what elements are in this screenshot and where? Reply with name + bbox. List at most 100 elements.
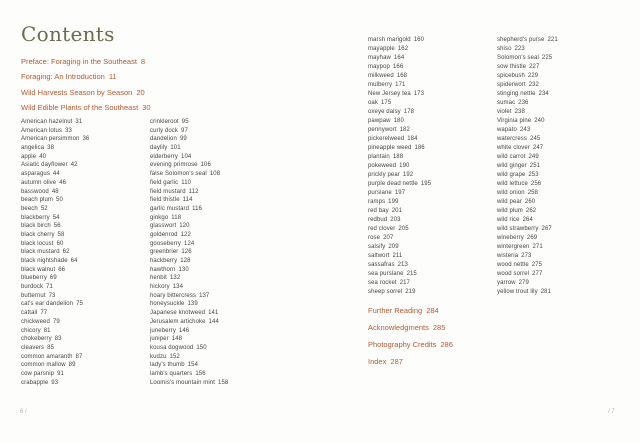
entry-title: hickory — [150, 284, 170, 291]
entry-page-number: 213 — [397, 262, 408, 268]
front-matter-list: Preface: Foraging in the Southeast 8 Fora… — [21, 54, 151, 115]
toc-entry: false Solomon's seal 108 — [150, 170, 280, 179]
entry-page-number: 38 — [47, 145, 55, 152]
toc-entry: New Jersey tea 173 — [368, 90, 498, 99]
toc-entry: hickory 134 — [150, 283, 280, 292]
entry-title: henbit — [150, 275, 167, 282]
toc-entry: oak 175 — [368, 99, 498, 108]
entry-title: dandelion — [150, 136, 177, 143]
entry-title: apple — [21, 153, 37, 160]
toc-column-3: marsh marigold 160 mayapple 162 mayhaw 164 … — [368, 36, 498, 297]
left-page-folio: 6 / — [20, 409, 27, 415]
entry-page-number: 106 — [200, 162, 211, 169]
entry-title: elderberry — [150, 153, 179, 160]
entry-page-number: 281 — [540, 289, 552, 295]
entry-title: yarrow — [497, 280, 516, 286]
toc-entry: spiderwort 232 — [497, 81, 627, 90]
entry-title: hoary bittercress — [150, 292, 197, 299]
toc-entry: wild pear 260 — [497, 198, 627, 207]
entry-title: sow thistle — [497, 64, 527, 70]
toc-entry: red bay 201 — [368, 207, 498, 216]
toc-entry: Japanese knotweed 141 — [150, 309, 280, 318]
entry-page-number: 173 — [413, 91, 425, 97]
toc-entry: wild carrot 249 — [497, 153, 627, 162]
section-page-number: 286 — [440, 340, 453, 349]
entry-page-number: 141 — [208, 310, 219, 317]
entry-title: basswood — [21, 188, 49, 195]
entry-page-number: 221 — [547, 37, 558, 43]
toc-entry: wild grape 253 — [497, 171, 627, 180]
entry-page-number: 118 — [171, 214, 182, 221]
entry-page-number: 184 — [407, 136, 418, 142]
entry-title: false Solomon's seal — [150, 171, 207, 178]
entry-title: sea rocket — [368, 280, 397, 286]
entry-page-number: 97 — [181, 127, 188, 134]
entry-page-number: 215 — [406, 271, 417, 277]
entry-page-number: 223 — [514, 46, 525, 52]
entry-title: pickerelweed — [368, 136, 405, 142]
entry-page-number: 104 — [181, 153, 192, 160]
entry-page-number: 95 — [181, 119, 189, 125]
entry-page-number: 238 — [514, 109, 525, 115]
toc-entry: wild onion 258 — [497, 189, 627, 198]
toc-entry: hackberry 128 — [150, 257, 280, 266]
entry-page-number: 162 — [397, 46, 409, 52]
toc-entry: dandelion 99 — [150, 135, 280, 144]
toc-entry: beech 52 — [21, 205, 151, 214]
back-section-entry: Further Reading 284 — [368, 302, 453, 319]
toc-entry: pokeweed 190 — [368, 162, 498, 171]
entry-title: milkweed — [368, 73, 394, 79]
entry-title: wild strawberry — [497, 226, 539, 232]
entry-page-number: 75 — [76, 301, 83, 308]
entry-page-number: 144 — [208, 318, 219, 325]
entry-page-number: 168 — [396, 73, 408, 79]
toc-entry: field garlic 110 — [150, 179, 280, 188]
entry-title: redbud — [368, 217, 388, 223]
entry-page-number: 73 — [48, 292, 56, 299]
toc-entry: Virginia pine 240 — [497, 117, 627, 126]
entry-page-number: 40 — [39, 153, 47, 160]
entry-title: black nightshade — [21, 258, 68, 264]
section-label: Wild Harvests Season by Season — [21, 87, 133, 97]
entry-page-number: 116 — [192, 205, 202, 212]
entry-page-number: 91 — [57, 370, 64, 377]
entry-page-number: 83 — [54, 336, 62, 343]
entry-page-number: 46 — [59, 179, 67, 186]
toc-entry: blueberry 69 — [21, 274, 151, 283]
toc-entry: marsh marigold 160 — [368, 36, 498, 45]
entry-page-number: 240 — [534, 118, 545, 124]
entry-title: lady's thumb — [150, 362, 185, 369]
toc-entry: common mallow 89 — [21, 361, 151, 370]
toc-entry: wild lettuce 256 — [497, 180, 627, 189]
toc-entry: yellow trout lily 281 — [497, 288, 627, 297]
entry-title: crabapple — [21, 379, 49, 386]
toc-entry: yarrow 279 — [497, 279, 627, 288]
entry-title: wild plum — [497, 208, 523, 214]
entry-title: shiso — [497, 46, 512, 52]
entry-page-number: 36 — [82, 136, 90, 143]
toc-entry: redbud 203 — [368, 216, 498, 225]
entry-page-number: 195 — [420, 181, 432, 187]
entry-title: mayapple — [368, 46, 395, 52]
entry-title: pineapple weed — [368, 145, 412, 151]
toc-entry: cattail 77 — [21, 309, 151, 318]
entry-title: wood sorrel — [497, 271, 530, 277]
entry-page-number: 101 — [170, 145, 181, 152]
entry-title: juneberry — [150, 327, 176, 334]
toc-entry: wild ginger 251 — [497, 162, 627, 171]
entry-page-number: 279 — [518, 280, 529, 286]
entry-title: salsify — [368, 244, 386, 250]
entry-title: common mallow — [21, 362, 66, 369]
entry-title: pawpaw — [368, 118, 391, 124]
entry-page-number: 71 — [46, 284, 53, 291]
entry-title: hackberry — [150, 258, 178, 264]
toc-entry: Asiatic dayflower 42 — [21, 161, 151, 170]
section-page-number: 11 — [108, 72, 117, 82]
toc-entry: shepherd's purse 221 — [497, 36, 627, 45]
entry-title: black locust — [21, 240, 54, 247]
entry-page-number: 158 — [218, 379, 229, 386]
toc-entry: mulberry 171 — [368, 81, 498, 90]
entry-title: purple dead nettle — [368, 181, 418, 187]
entry-page-number: 275 — [531, 262, 543, 268]
